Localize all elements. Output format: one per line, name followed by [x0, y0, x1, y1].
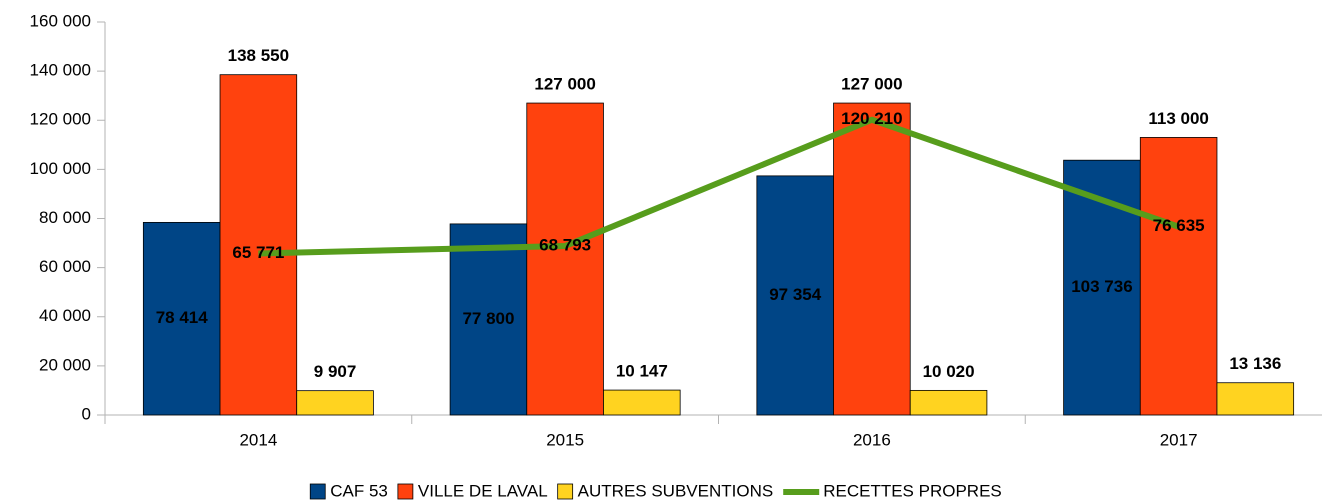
data-label: 9 907 — [314, 362, 357, 381]
y-tick-label: 160 000 — [30, 11, 91, 30]
legend-swatch — [397, 483, 414, 500]
y-tick-label: 80 000 — [39, 208, 91, 227]
y-tick-label: 140 000 — [30, 61, 91, 80]
x-tick-label: 2016 — [853, 430, 891, 449]
data-label: 77 800 — [462, 309, 514, 328]
legend-swatch — [309, 483, 326, 500]
legend-swatch — [557, 483, 574, 500]
legend-label: CAF 53 — [330, 481, 388, 500]
data-label: 10 147 — [616, 362, 668, 381]
legend-label: RECETTES PROPRES — [823, 481, 1002, 500]
data-label: 97 354 — [769, 285, 822, 304]
data-label: 127 000 — [841, 75, 902, 94]
data-label: 10 020 — [923, 362, 975, 381]
bar — [142, 221, 221, 416]
bar — [603, 389, 681, 416]
data-label: 65 771 — [232, 243, 284, 262]
y-tick-label: 0 — [82, 404, 91, 423]
x-tick-label: 2017 — [1160, 430, 1198, 449]
line-series — [258, 116, 1180, 257]
data-label: 127 000 — [534, 75, 595, 94]
data-label: 78 414 — [156, 308, 209, 327]
bar — [756, 175, 834, 416]
legend-label: VILLE DE LAVAL — [418, 481, 548, 500]
bar — [219, 74, 298, 416]
legend: CAF 53 VILLE DE LAVAL AUTRES SUBVENTIONS RE… — [309, 481, 1002, 500]
data-label: 76 635 — [1153, 216, 1205, 235]
x-tick-label: 2015 — [546, 430, 584, 449]
y-tick-label: 100 000 — [30, 159, 91, 178]
x-tick-label: 2014 — [239, 430, 277, 449]
bar — [1139, 137, 1218, 416]
data-label: 138 550 — [228, 46, 289, 65]
bar — [909, 389, 988, 416]
y-tick-label: 40 000 — [39, 306, 91, 325]
legend-label: AUTRES SUBVENTIONS — [578, 481, 774, 500]
data-label: 103 736 — [1071, 277, 1132, 296]
data-label: 113 000 — [1148, 109, 1209, 128]
y-tick-label: 20 000 — [39, 355, 91, 374]
y-tick-label: 60 000 — [39, 257, 91, 276]
bar — [449, 223, 528, 416]
data-label: 13 136 — [1229, 354, 1281, 373]
bar — [296, 390, 374, 416]
bar — [833, 102, 911, 416]
data-label: 120 210 — [841, 109, 902, 128]
bar — [1216, 382, 1295, 416]
bar — [526, 102, 604, 416]
y-tick-label: 120 000 — [30, 110, 91, 129]
data-label: 68 793 — [539, 236, 591, 255]
